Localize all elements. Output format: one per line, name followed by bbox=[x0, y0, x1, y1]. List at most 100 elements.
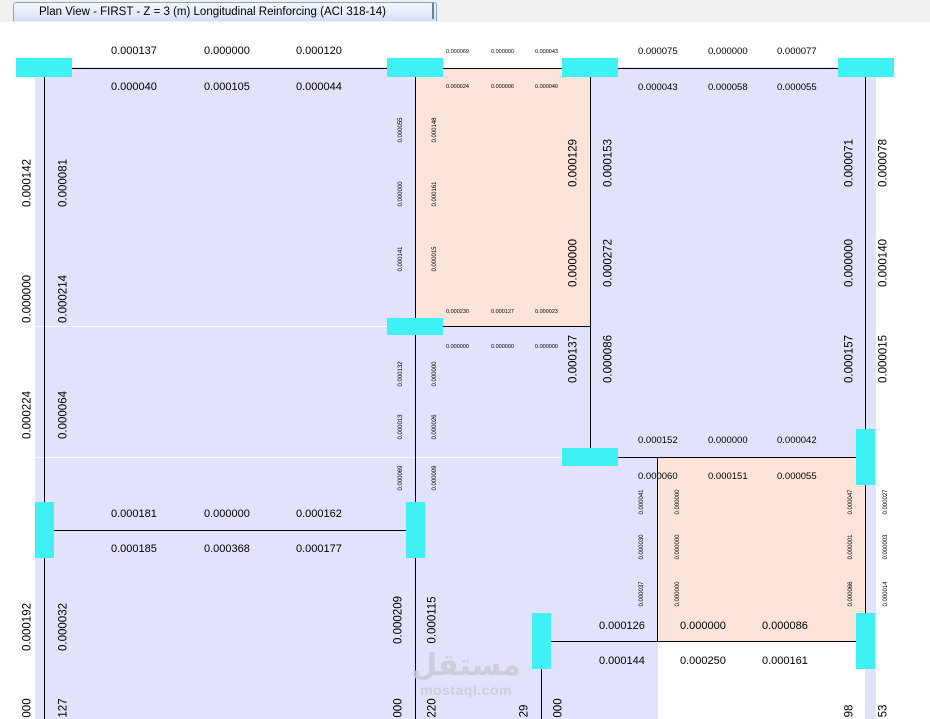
beam-value: 0.000058 bbox=[708, 82, 748, 93]
beam-value-vertical: 0.000000 bbox=[21, 275, 34, 323]
beam-value: 0.000044 bbox=[296, 81, 342, 93]
beam-value-small-vertical: 0.000001 bbox=[848, 534, 854, 560]
beam-value-small-vertical: 0.000047 bbox=[848, 489, 854, 515]
beam-value-small: 0.000024 bbox=[446, 84, 469, 90]
beam-value: 0.000000 bbox=[708, 46, 748, 57]
beam-value-vertical: 0.000115 bbox=[426, 596, 439, 644]
watermark-logo: مستقل mostaql.com bbox=[407, 650, 525, 710]
beam-value: 0.000000 bbox=[204, 508, 250, 520]
beam-value: 0.000137 bbox=[111, 45, 157, 57]
grid-line-h2 bbox=[35, 457, 590, 458]
beam-value-small-vertical: 0.000132 bbox=[398, 361, 404, 387]
beam-value-small-vertical: 0.000013 bbox=[398, 414, 404, 440]
beam-value: 0.000162 bbox=[296, 508, 342, 520]
beam-value: 0.000126 bbox=[599, 620, 645, 632]
beam-value-vertical: 0.000000 bbox=[843, 239, 856, 287]
column-c8[interactable] bbox=[35, 502, 54, 558]
beam-value-vertical: 000 bbox=[392, 698, 405, 718]
beam-right-mid bbox=[590, 457, 866, 458]
beam-value-small: 0.000043 bbox=[535, 49, 558, 55]
column-c7[interactable] bbox=[856, 429, 875, 485]
column-c11[interactable] bbox=[856, 613, 875, 669]
beam-value-vertical: 000 bbox=[21, 698, 34, 718]
beam-value: 0.000185 bbox=[111, 543, 157, 555]
beam-value-vertical: 000 bbox=[552, 698, 565, 718]
beam-value-small: 0.000069 bbox=[446, 49, 469, 55]
beam-value-small-vertical: 0.000003 bbox=[883, 534, 889, 560]
grid-line-h1 bbox=[35, 326, 415, 327]
beam-value-vertical: 0.000142 bbox=[21, 159, 34, 207]
beam-mid bbox=[590, 68, 591, 458]
highlighted-slab-top bbox=[415, 68, 590, 326]
beam-value-small-vertical: 0.000141 bbox=[398, 246, 404, 272]
beam-value-vertical: 0.000192 bbox=[21, 603, 34, 651]
beam-value-vertical: 0.000081 bbox=[57, 159, 70, 207]
beam-value: 0.000086 bbox=[762, 620, 808, 632]
plan-view-tab[interactable]: Plan View - FIRST - Z = 3 (m) Longitudin… bbox=[13, 2, 437, 21]
beam-value: 0.000161 bbox=[762, 655, 808, 667]
tab-edge-mark bbox=[432, 3, 434, 19]
beam-value-vertical: 0.000157 bbox=[843, 335, 856, 383]
beam-value-small: 0.000127 bbox=[491, 309, 514, 315]
beam-value: 0.000368 bbox=[204, 543, 250, 555]
column-c3[interactable] bbox=[562, 58, 618, 77]
beam-value: 0.000040 bbox=[111, 81, 157, 93]
beam-center bbox=[415, 68, 416, 719]
beam-value-vertical: 0.000214 bbox=[57, 275, 70, 323]
beam-value-small-vertical: 0.000000 bbox=[675, 581, 681, 607]
column-c10[interactable] bbox=[532, 613, 551, 669]
beam-value-small-vertical: 0.000066 bbox=[848, 581, 854, 607]
beam-value-vertical: 127 bbox=[57, 698, 70, 718]
column-c5[interactable] bbox=[387, 318, 443, 335]
beam-value: 0.000105 bbox=[204, 81, 250, 93]
beam-value-small: 0.000000 bbox=[535, 344, 558, 350]
slab-strip-right-top bbox=[590, 67, 876, 457]
beam-value-vertical: 0.000137 bbox=[567, 335, 580, 383]
beam-value-small-vertical: 0.000030 bbox=[639, 534, 645, 560]
beam-value-small-vertical: 0.000041 bbox=[639, 489, 645, 515]
beam-value-small-vertical: 0.000037 bbox=[639, 581, 645, 607]
plan-view-canvas[interactable]: 0.000137 0.000000 0.000120 0.000040 0.00… bbox=[0, 22, 930, 719]
slab-strip-right-mid bbox=[590, 457, 658, 719]
column-c2[interactable] bbox=[387, 58, 443, 77]
beam-value: 0.000152 bbox=[638, 435, 678, 446]
beam-value-small-vertical: 0.000026 bbox=[432, 414, 438, 440]
beam-value-small-vertical: 0.000014 bbox=[883, 581, 889, 607]
beam-value-vertical: 0.000015 bbox=[877, 335, 890, 383]
beam-value-small-vertical: 0.000000 bbox=[675, 489, 681, 515]
beam-value-vertical: 53 bbox=[877, 704, 890, 718]
beam-value: 0.000250 bbox=[680, 655, 726, 667]
column-c6[interactable] bbox=[562, 448, 618, 466]
beam-value-small-vertical: 0.000069 bbox=[398, 465, 404, 491]
column-c1[interactable] bbox=[16, 58, 72, 77]
beam-value-small: 0.000230 bbox=[446, 309, 469, 315]
beam-top bbox=[44, 68, 866, 69]
slab-strip-center bbox=[415, 326, 590, 719]
beam-value: 0.000000 bbox=[680, 620, 726, 632]
beam-value: 0.000055 bbox=[777, 471, 817, 482]
watermark-arabic: مستقل bbox=[411, 648, 521, 683]
beam-value: 0.000077 bbox=[777, 46, 817, 57]
beam-value-vertical: 0.000032 bbox=[57, 603, 70, 651]
beam-right bbox=[865, 68, 866, 641]
beam-value: 0.000000 bbox=[708, 435, 748, 446]
beam-value-vertical: 0.000224 bbox=[21, 391, 34, 439]
beam-value: 0.000181 bbox=[111, 508, 157, 520]
beam-value-vertical: 0.000153 bbox=[602, 139, 615, 187]
plan-view-tab-title: Plan View - FIRST - Z = 3 (m) Longitudin… bbox=[39, 6, 386, 18]
beam-lower-b bbox=[657, 458, 658, 641]
beam-lower-a bbox=[541, 641, 542, 719]
beam-value-small-vertical: 0.000000 bbox=[398, 181, 404, 207]
slab-strip-left bbox=[35, 67, 415, 719]
beam-value-vertical: 0.000086 bbox=[602, 335, 615, 383]
beam-value-small-vertical: 0.000000 bbox=[675, 534, 681, 560]
beam-value: 0.000144 bbox=[599, 655, 645, 667]
beam-value: 0.000055 bbox=[777, 82, 817, 93]
beam-slab-bottom bbox=[415, 326, 591, 327]
column-c4[interactable] bbox=[838, 58, 894, 77]
beam-value-vertical: 0.000000 bbox=[567, 239, 580, 287]
beam-value-vertical: 0.000129 bbox=[567, 139, 580, 187]
beam-value-small-vertical: 0.000148 bbox=[432, 117, 438, 143]
column-c9[interactable] bbox=[406, 502, 425, 558]
beam-value-small-vertical: 0.000161 bbox=[432, 181, 438, 207]
